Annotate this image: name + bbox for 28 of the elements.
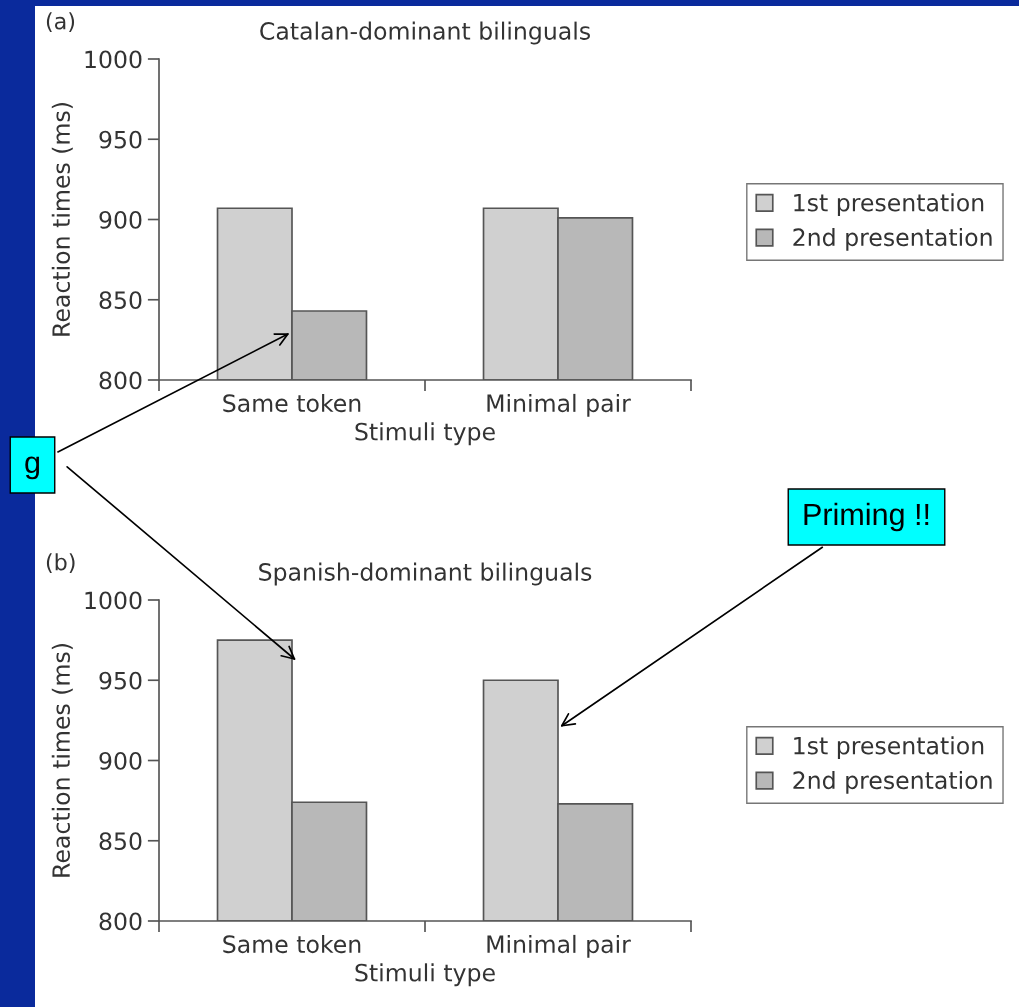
x-tick-label: Minimal pair — [487, 934, 631, 958]
chart-title: Catalan-dominant bilinguals — [260, 21, 590, 45]
y-axis-title: Reaction times (ms) — [51, 644, 73, 877]
y-tick-label: 1000 — [85, 591, 142, 610]
legend-label: 2nd presentation — [793, 770, 992, 794]
y-tick-label: 900 — [99, 751, 142, 770]
y-tick-label: 900 — [99, 210, 142, 229]
legend-label: 2nd presentation — [793, 227, 992, 251]
legend-label: 1st presentation — [794, 193, 984, 217]
y-tick-label: 850 — [99, 832, 142, 851]
annotation: g — [25, 456, 40, 480]
x-tick-label: Same token — [223, 393, 361, 413]
y-tick-label: 800 — [99, 912, 142, 931]
y-tick-label: 1000 — [85, 50, 142, 69]
legend-label: 1st presentation — [794, 736, 984, 760]
chart-subtitle: (b) — [46, 553, 75, 574]
x-tick-label: Same token — [223, 934, 361, 954]
chart-subtitle: (a) — [46, 12, 75, 33]
y-tick-label: 850 — [99, 291, 142, 310]
x-tick-label: Minimal pair — [487, 393, 631, 417]
x-axis-title: Stimuli type — [355, 422, 495, 446]
annotation: Priming !! — [804, 502, 929, 532]
y-axis-title: Reaction times (ms) — [51, 103, 73, 336]
y-tick-label: 800 — [99, 371, 142, 390]
chart-title: Spanish-dominant bilinguals — [259, 562, 592, 586]
x-axis-title: Stimuli type — [355, 963, 495, 987]
y-tick-label: 950 — [99, 130, 142, 149]
y-tick-label: 950 — [99, 671, 142, 690]
